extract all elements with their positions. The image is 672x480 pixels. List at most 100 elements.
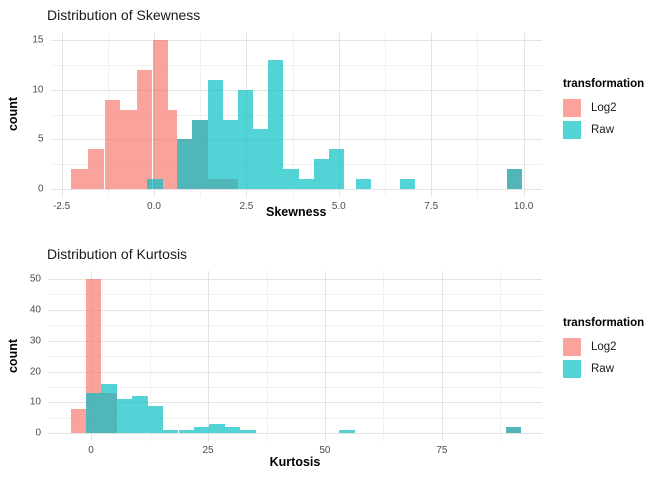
y-tick-label: 10 [32,84,44,96]
log2-color-swatch [563,338,581,356]
histogram-bar-raw [147,405,163,434]
histogram-bar-log2 [70,408,86,434]
histogram-bar-raw [240,430,256,434]
legend-label-log2: Log2 [591,341,617,353]
y-minor-gridline [50,114,542,116]
histogram-bar-raw [505,427,521,434]
histogram-bar-log2 [104,99,121,189]
y-major-gridline [48,433,542,435]
histogram-bar-raw [192,119,208,189]
skewness-legend: transformation Log2 Raw [563,78,644,143]
y-major-gridline [48,340,542,342]
x-tick-label: 50 [319,445,331,456]
legend-item-raw: Raw [563,121,644,139]
histogram-bar-raw [163,430,179,434]
histogram-bar-raw [313,159,329,189]
x-tick-label: 2.5 [239,200,254,212]
histogram-bar-log2 [70,168,88,189]
histogram-bar-raw [101,383,117,434]
kurtosis-x-axis-title: Kurtosis [269,455,321,469]
histogram-bar-raw [507,168,523,189]
x-major-gridline [431,33,433,197]
legend-label-raw: Raw [591,124,615,136]
histogram-bar-raw [132,396,148,434]
histogram-bar-log2 [120,109,137,189]
legend-title: transformation [563,317,645,329]
histogram-bar-raw [268,60,284,189]
kurtosis-legend: transformation Log2 Raw [563,317,644,382]
x-tick-label: -2.5 [52,200,71,212]
histogram-bar-log2 [152,40,169,189]
y-major-gridline [48,402,542,404]
legend-label-log2: Log2 [591,102,617,114]
y-minor-gridline [48,417,542,419]
kurtosis-plot-panel: 0 25 50 75 0 10 20 30 40 50 [30,271,542,456]
raw-color-swatch [563,121,581,139]
histogram-bar-log2 [168,109,178,189]
histogram-bar-raw [209,424,225,434]
legend-title: transformation [563,78,645,90]
x-major-gridline [441,271,443,441]
x-tick-label: 7.5 [424,200,439,212]
histogram-bar-raw [328,149,344,189]
y-major-gridline [50,89,542,91]
y-minor-gridline [48,325,542,327]
y-major-gridline [48,309,542,311]
y-major-gridline [48,371,542,373]
x-tick-label: 75 [436,445,448,456]
histogram-bar-raw [224,427,241,434]
y-major-gridline [48,278,542,280]
histogram-bar-raw [222,119,238,189]
histogram-bar-raw [283,168,299,189]
y-tick-label: 20 [29,366,41,377]
y-minor-gridline [48,294,542,296]
y-tick-label: 50 [29,273,41,285]
x-major-gridline [61,33,63,197]
log2-color-swatch [563,99,581,117]
y-major-gridline [50,40,542,42]
histogram-bar-raw [298,178,314,189]
y-major-gridline [50,188,542,190]
x-tick-label: 5.0 [331,200,346,212]
histogram-bar-raw [253,129,269,189]
histogram-bar-log2 [87,149,105,189]
x-tick-label: 0.0 [147,200,161,212]
legend-item-raw: Raw [563,360,644,378]
x-tick-label: 0 [88,445,94,456]
histogram-bar-raw [339,430,356,434]
x-major-gridline [324,271,326,441]
raw-color-swatch [563,360,581,378]
kurtosis-y-axis-title: count [6,338,20,374]
y-tick-label: 0 [35,427,41,439]
skewness-y-axis-title: count [6,96,20,132]
legend-item-log2: Log2 [563,99,644,117]
y-minor-gridline [50,65,542,67]
y-tick-label: 40 [29,304,41,316]
y-tick-label: 5 [37,133,44,145]
y-minor-gridline [48,356,542,357]
histogram-bar-raw [207,80,223,189]
x-tick-label: 25 [202,445,214,456]
histogram-bar-raw [116,399,133,434]
histogram-bar-raw [177,139,193,189]
x-major-gridline [523,33,525,197]
histogram-bar-raw [85,393,102,434]
legend-item-log2: Log2 [563,338,644,356]
histogram-bar-raw [194,427,210,434]
histogram-bar-raw [355,178,371,189]
skewness-chart-title: Distribution of Skewness [47,7,201,23]
x-major-gridline [338,33,340,197]
histogram-bar-raw [400,178,416,189]
histogram-bar-raw [147,178,163,189]
histogram-bar-raw [178,430,194,434]
y-minor-gridline [48,386,542,388]
y-tick-label: 0 [37,183,44,195]
x-major-gridline [208,271,209,441]
y-tick-label: 30 [29,335,41,346]
legend-label-raw: Raw [591,363,615,375]
histogram-bar-log2 [136,70,153,189]
x-tick-label: 10.0 [513,200,534,212]
y-minor-gridline [50,164,542,165]
y-major-gridline [50,139,542,141]
